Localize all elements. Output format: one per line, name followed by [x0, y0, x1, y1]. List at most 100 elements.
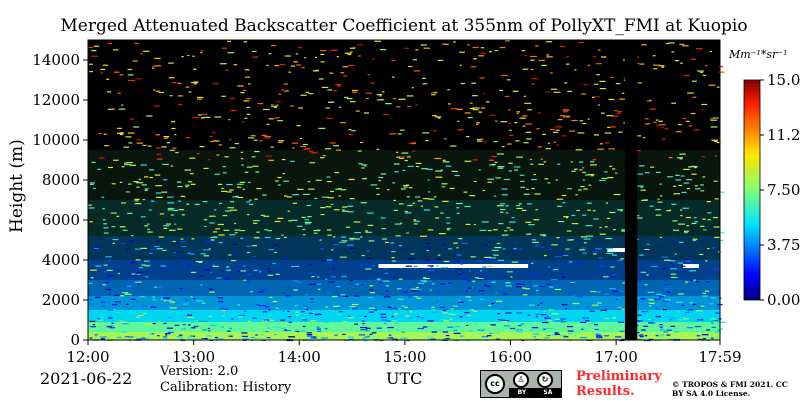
heatmap-speckle — [702, 292, 707, 294]
heatmap-speckle — [500, 121, 508, 123]
heatmap-speckle — [690, 112, 696, 115]
heatmap-speckle — [224, 278, 231, 280]
heatmap-speckle — [465, 296, 471, 298]
heatmap-speckle — [126, 248, 131, 250]
heatmap-speckle — [188, 324, 191, 326]
heatmap-speckle — [516, 111, 520, 113]
heatmap-speckle — [273, 244, 279, 246]
heatmap-speckle — [365, 97, 369, 100]
heatmap-speckle — [274, 334, 280, 336]
heatmap-speckle — [643, 199, 649, 201]
heatmap-speckle — [363, 339, 368, 342]
heatmap-speckle — [166, 327, 173, 329]
heatmap-speckle — [379, 95, 382, 97]
heatmap-speckle — [109, 327, 116, 329]
license-band-by: BY — [517, 389, 527, 396]
heatmap-speckle — [306, 309, 309, 311]
heatmap-speckle — [587, 209, 591, 211]
heatmap-speckle — [291, 142, 299, 144]
heatmap-speckle — [714, 236, 721, 239]
heatmap-speckle — [680, 62, 683, 64]
heatmap-speckle — [239, 230, 246, 232]
heatmap-speckle — [412, 202, 416, 204]
heatmap-speckle — [622, 59, 626, 61]
heatmap-speckle — [605, 202, 609, 204]
heatmap-speckle — [431, 309, 437, 311]
heatmap-speckle — [276, 307, 279, 309]
heatmap-speckle — [565, 63, 570, 65]
heatmap-speckle — [309, 312, 313, 314]
heatmap-speckle — [212, 132, 216, 134]
heatmap-speckle — [121, 166, 125, 168]
heatmap-speckle — [420, 205, 424, 207]
heatmap-speckle — [705, 336, 711, 338]
heatmap-speckle — [665, 329, 672, 331]
heatmap-speckle — [171, 301, 175, 304]
heatmap-speckle — [316, 328, 322, 330]
heatmap-speckle — [390, 242, 394, 244]
heatmap-speckle — [100, 338, 105, 340]
heatmap-speckle — [426, 247, 432, 249]
heatmap-speckle — [431, 311, 438, 313]
heatmap-speckle — [684, 281, 689, 283]
heatmap-speckle — [160, 298, 163, 300]
heatmap-speckle — [398, 156, 406, 158]
heatmap-speckle — [136, 273, 141, 276]
heatmap-speckle — [668, 42, 675, 44]
heatmap-speckle — [641, 329, 646, 331]
heatmap-speckle — [520, 180, 525, 182]
heatmap-speckle — [191, 327, 196, 329]
heatmap-speckle — [295, 314, 300, 316]
heatmap-speckle — [534, 193, 541, 195]
heatmap-speckle — [592, 250, 600, 253]
heatmap-speckle — [259, 270, 263, 272]
heatmap-speckle — [544, 336, 551, 338]
heatmap-speckle — [417, 327, 424, 330]
heatmap-speckle — [430, 266, 434, 268]
heatmap-speckle — [441, 186, 446, 188]
heatmap-speckle — [691, 222, 697, 225]
heatmap-speckle — [387, 276, 394, 278]
heatmap-speckle — [515, 140, 520, 142]
heatmap-speckle — [225, 69, 229, 71]
heatmap-speckle — [657, 201, 663, 203]
heatmap-speckle — [156, 286, 163, 288]
heatmap-speckle — [523, 142, 529, 144]
heatmap-speckle — [114, 338, 122, 340]
heatmap-speckle — [445, 334, 450, 337]
heatmap-speckle — [163, 137, 169, 139]
heatmap-speckle — [322, 155, 327, 157]
heatmap-speckle — [586, 202, 592, 204]
heatmap-speckle — [208, 288, 214, 290]
heatmap-speckle — [465, 135, 470, 138]
heatmap-speckle — [565, 217, 569, 219]
heatmap-speckle — [320, 260, 327, 262]
heatmap-speckle — [88, 46, 94, 48]
heatmap-speckle — [533, 173, 536, 176]
heatmap-speckle — [413, 296, 418, 298]
heatmap-speckle — [227, 207, 234, 209]
heatmap-speckle — [268, 53, 272, 55]
heatmap-speckle — [381, 91, 385, 93]
heatmap-speckle — [186, 314, 193, 316]
heatmap-speckle — [526, 203, 533, 205]
colorbar-tick-label: 3.75 — [767, 236, 800, 254]
heatmap-speckle — [528, 233, 532, 235]
heatmap-speckle — [237, 270, 241, 272]
heatmap-speckle — [275, 327, 282, 329]
heatmap-speckle — [476, 122, 480, 124]
heatmap-speckle — [543, 310, 547, 312]
heatmap-speckle — [529, 158, 532, 161]
heatmap-speckle — [409, 311, 413, 313]
heatmap-speckle — [607, 176, 614, 179]
heatmap-speckle — [479, 138, 484, 140]
heatmap-speckle — [170, 214, 175, 216]
heatmap-speckle — [178, 104, 183, 106]
heatmap-speckle — [111, 226, 116, 228]
heatmap-speckle — [95, 265, 102, 267]
heatmap-speckle — [530, 178, 537, 181]
heatmap-speckle — [101, 301, 105, 303]
heatmap-speckle — [181, 214, 186, 216]
heatmap-speckle — [680, 175, 685, 177]
heatmap-speckle — [295, 281, 298, 283]
